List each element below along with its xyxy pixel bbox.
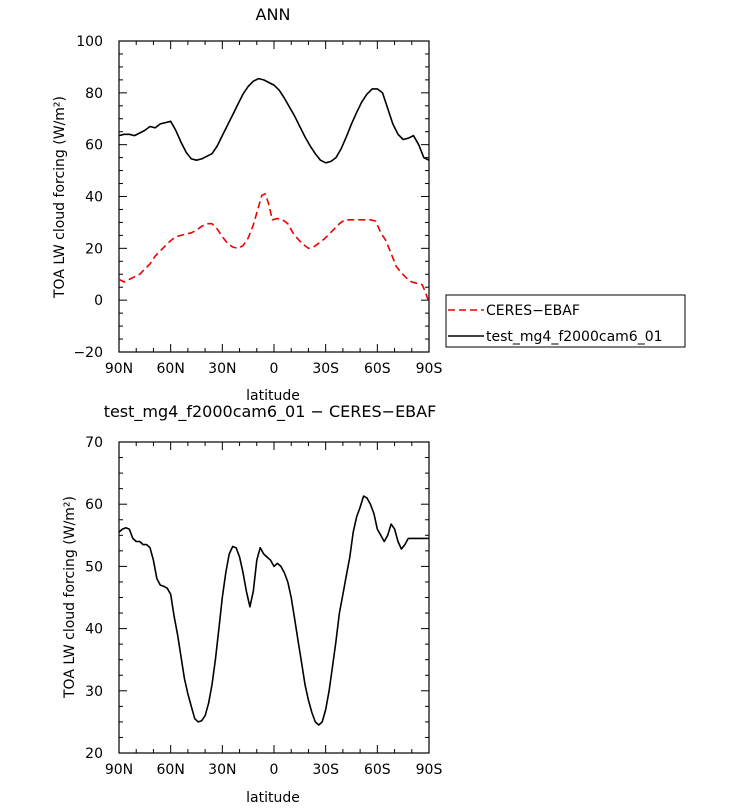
top-plot-frame bbox=[118, 40, 430, 353]
top-y-tick-label: 80 bbox=[85, 86, 103, 102]
top-x-tick-label: 60N bbox=[157, 361, 185, 377]
top-x-tick-label: 0 bbox=[270, 361, 279, 377]
legend-box bbox=[445, 294, 686, 348]
bottom-x-tick-label: 30N bbox=[208, 762, 236, 778]
top-series-line-test-mg4-f2000cam6-01 bbox=[118, 77, 430, 164]
bottom-y-axis-label: TOA LW cloud forcing (W/m²) bbox=[62, 496, 78, 699]
bottom-x-tick-label: 30S bbox=[312, 762, 339, 778]
top-plot-title: ANN bbox=[256, 5, 291, 24]
legend-label-ceres-ebaf: CERES−EBAF bbox=[486, 303, 580, 319]
top-x-tick-label: 30N bbox=[208, 361, 236, 377]
top-y-tick-label: 20 bbox=[85, 241, 103, 257]
top-y-axis-label: TOA LW cloud forcing (W/m²) bbox=[52, 96, 68, 299]
bottom-plot-frame bbox=[118, 441, 430, 754]
top-y-tick-label: 100 bbox=[76, 34, 103, 50]
top-y-tick-label: −20 bbox=[73, 345, 103, 361]
bottom-series-line-difference bbox=[118, 495, 429, 726]
bottom-plot-title: test_mg4_f2000cam6_01 − CERES−EBAF bbox=[104, 402, 437, 422]
legend: CERES−EBAF test_mg4_f2000cam6_01 bbox=[445, 294, 686, 348]
bottom-y-tick-label: 40 bbox=[85, 622, 103, 638]
top-y-tick-label: 40 bbox=[85, 190, 103, 206]
top-x-tick-label: 30S bbox=[312, 361, 339, 377]
bottom-x-tick-label: 90S bbox=[416, 762, 443, 778]
top-y-tick-label: 60 bbox=[85, 138, 103, 154]
bottom-x-tick-label: 0 bbox=[270, 762, 279, 778]
top-x-tick-label: 60S bbox=[364, 361, 391, 377]
bottom-x-axis-label: latitude bbox=[246, 790, 300, 806]
top-x-tick-label: 90S bbox=[416, 361, 443, 377]
bottom-y-tick-label: 70 bbox=[85, 435, 103, 451]
bottom-y-tick-label: 60 bbox=[85, 497, 103, 513]
bottom-x-tick-label: 90N bbox=[105, 762, 133, 778]
bottom-x-tick-label: 60N bbox=[157, 762, 185, 778]
bottom-y-tick-label: 50 bbox=[85, 559, 103, 575]
top-y-tick-label: 0 bbox=[94, 293, 103, 309]
bottom-y-tick-label: 20 bbox=[85, 746, 103, 762]
bottom-y-tick-label: 30 bbox=[85, 684, 103, 700]
bottom-x-tick-label: 60S bbox=[364, 762, 391, 778]
top-x-axis-label: latitude bbox=[246, 388, 300, 404]
top-series-line-ceres-ebaf bbox=[118, 193, 430, 304]
legend-label-test-model: test_mg4_f2000cam6_01 bbox=[486, 329, 663, 345]
top-x-tick-label: 90N bbox=[105, 361, 133, 377]
